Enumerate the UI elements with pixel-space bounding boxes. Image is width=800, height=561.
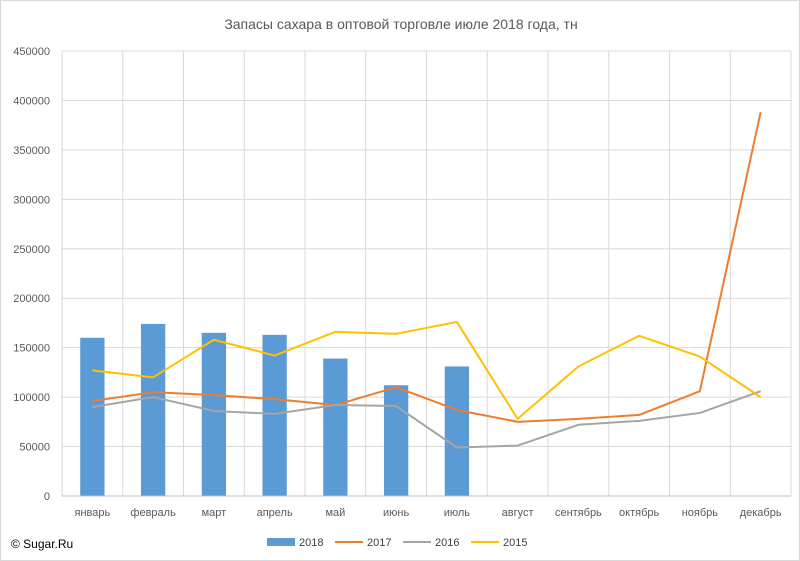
x-tick-label: июнь xyxy=(383,507,409,519)
legend-label-2015: 2015 xyxy=(503,537,527,549)
line-series-2015 xyxy=(92,320,762,420)
line-series-2017 xyxy=(92,112,762,423)
legend-label-2017: 2017 xyxy=(367,537,391,549)
x-tick-label: сентябрь xyxy=(555,507,602,519)
x-tick-label: ноябрь xyxy=(682,507,719,519)
bar-2018 xyxy=(444,366,470,496)
y-tick-label: 50000 xyxy=(19,442,50,454)
x-tick-label: декабрь xyxy=(740,507,782,519)
grid-layer xyxy=(61,50,792,496)
bar-2018 xyxy=(201,332,227,496)
y-tick-label: 100000 xyxy=(13,392,50,404)
x-tick-label: февраль xyxy=(130,507,176,519)
y-tick-label: 250000 xyxy=(13,244,50,256)
y-tick-label: 150000 xyxy=(13,343,50,355)
bar-2018 xyxy=(262,334,287,496)
x-tick-label: октябрь xyxy=(619,507,659,519)
x-tick-label: июль xyxy=(444,507,471,519)
y-tick-label: 300000 xyxy=(13,194,50,206)
x-tick-label: апрель xyxy=(257,507,293,519)
legend-label-2016: 2016 xyxy=(435,537,459,549)
bar-2018 xyxy=(140,323,166,496)
y-tick-label: 350000 xyxy=(13,145,50,157)
bar-2018 xyxy=(80,337,105,496)
x-tick-label: май xyxy=(325,507,345,519)
y-tick-label: 400000 xyxy=(13,95,50,107)
copyright-text: © Sugar.Ru xyxy=(11,537,74,551)
x-tick-label: август xyxy=(502,507,534,519)
chart-title: Запасы сахара в оптовой торговле июле 20… xyxy=(224,16,577,32)
x-tick-label: январь xyxy=(75,507,111,519)
axis-layer: 0 50000 100000 150000 200000 250000 300000 3500… xyxy=(13,46,791,519)
bar-2018 xyxy=(383,385,409,496)
lines-layer xyxy=(92,112,762,449)
legend: 2018 2017 2016 2015 xyxy=(267,537,527,549)
bars-layer xyxy=(80,323,470,496)
legend-label-2018: 2018 xyxy=(299,537,323,549)
bar-2018 xyxy=(323,358,348,496)
x-tick-label: март xyxy=(202,507,227,519)
y-tick-label: 0 xyxy=(44,491,50,503)
y-tick-label: 450000 xyxy=(13,46,50,58)
y-tick-label: 200000 xyxy=(13,293,50,305)
line-series-2016 xyxy=(92,390,761,449)
legend-swatch-2018 xyxy=(267,538,295,546)
